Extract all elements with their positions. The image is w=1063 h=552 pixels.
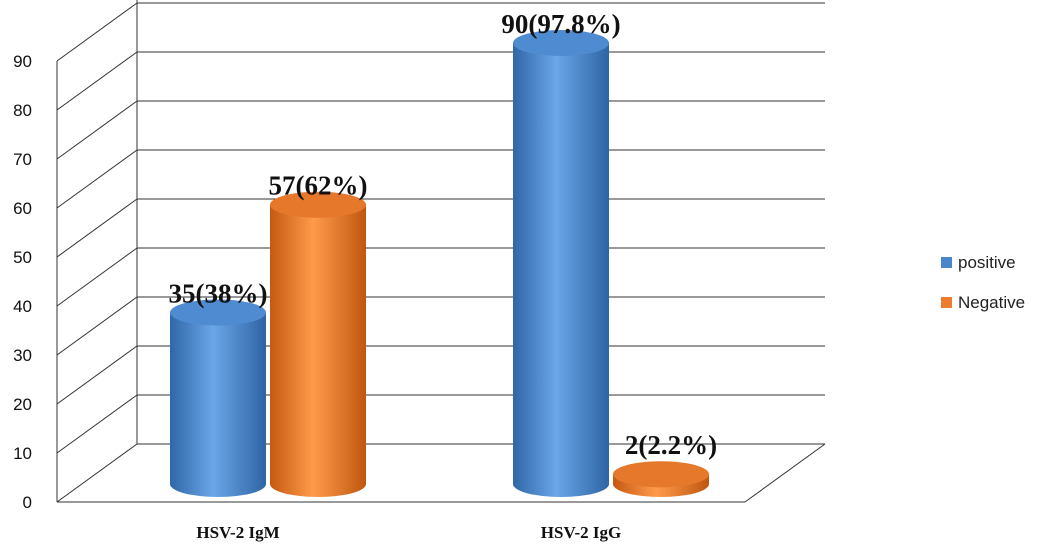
- bar-body: [270, 204, 366, 497]
- y-tick-label: 70: [13, 150, 32, 169]
- y-tick-label: 60: [13, 199, 32, 218]
- bars: [170, 30, 709, 497]
- data-label: 2(2.2%): [625, 430, 717, 460]
- bar-top: [513, 30, 609, 56]
- gridline-side: [56, 149, 138, 209]
- y-tick-label: 40: [13, 297, 32, 316]
- gridline-side: [56, 443, 138, 503]
- x-category-label: HSV-2 IgM: [196, 523, 279, 542]
- bar-positive-0: [170, 299, 266, 497]
- data-labels: 35(38%) 57(62%) 90(97.8%) 2(2.2%): [169, 9, 718, 460]
- y-tick-label: 30: [13, 346, 32, 365]
- legend-label-negative: Negative: [958, 293, 1025, 312]
- bar-top: [270, 191, 366, 218]
- bar-body: [513, 43, 609, 497]
- bar-top: [170, 299, 266, 326]
- data-label: 90(97.8%): [501, 9, 620, 39]
- gridline-side: [56, 198, 138, 258]
- bar-body: [170, 312, 266, 497]
- gridline-side: [56, 2, 138, 62]
- legend-swatch-positive: [941, 257, 952, 268]
- y-tick-label: 80: [13, 101, 32, 120]
- y-tick-label: 10: [13, 444, 32, 463]
- floor-right-edge: [744, 443, 826, 503]
- bar-negative-1: [613, 461, 709, 497]
- gridline-side: [56, 345, 138, 405]
- gridline-side: [56, 394, 138, 454]
- gridline-side: [56, 100, 138, 160]
- legend-swatch-negative: [941, 297, 952, 308]
- x-axis-categories: HSV-2 IgM HSV-2 IgG: [196, 523, 621, 542]
- y-axis-ticks: 0 10 20 30 40 50 60 70 80 90: [13, 52, 32, 512]
- legend-label-positive: positive: [958, 253, 1016, 272]
- gridline-side: [56, 51, 138, 111]
- data-label: 35(38%): [169, 279, 268, 309]
- bar-top: [613, 461, 709, 488]
- y-tick-label: 50: [13, 248, 32, 267]
- bar-positive-1: [513, 30, 609, 497]
- bar-negative-0: [270, 191, 366, 497]
- x-category-label: HSV-2 IgG: [541, 523, 621, 542]
- legend: positive Negative: [941, 253, 1025, 312]
- gridline-side: [56, 247, 138, 307]
- y-tick-label: 0: [23, 493, 32, 512]
- y-tick-label: 20: [13, 395, 32, 414]
- data-label: 57(62%): [269, 171, 368, 201]
- y-tick-label: 90: [13, 52, 32, 71]
- gridline-side: [56, 296, 138, 356]
